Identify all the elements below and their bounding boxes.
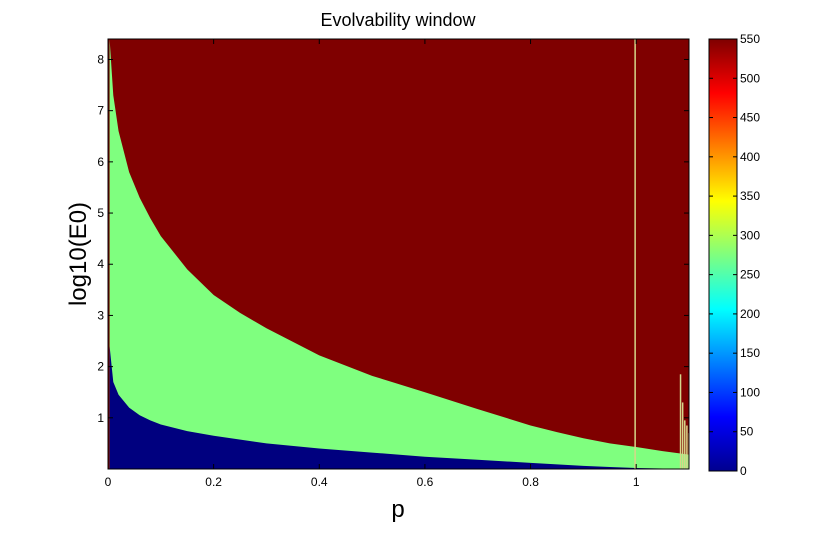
x-axis-label: p [391, 496, 404, 523]
x-tick-label: 1 [633, 475, 640, 489]
colorbar-tick-label: 0 [740, 464, 747, 478]
y-tick-label: 7 [97, 104, 104, 118]
colorbar-tick-label: 200 [740, 307, 760, 321]
plot-area [108, 39, 689, 469]
x-tick-label: 0.4 [311, 475, 328, 489]
region-level-0 [109, 346, 689, 469]
x-tick-label: 0.2 [205, 475, 222, 489]
y-tick-label: 4 [97, 257, 104, 271]
colorbar [708, 38, 738, 472]
colorbar-tick-label: 150 [740, 346, 760, 360]
colorbar-tick-label: 550 [740, 32, 760, 46]
y-tick-label: 8 [97, 52, 104, 66]
colorbar-tick-label: 400 [740, 150, 760, 164]
x-tick-label: 0 [105, 475, 112, 489]
x-axis: 0 0.2 0.4 0.6 0.8 1 [105, 39, 640, 489]
colorbar-scale [708, 38, 738, 472]
chart-title: Evolvability window [320, 10, 476, 30]
region-level-275 [109, 39, 689, 469]
x-tick-label: 0.6 [417, 475, 434, 489]
y-tick-label: 3 [97, 308, 104, 322]
colorbar-tick-label: 450 [740, 111, 760, 125]
plot-frame [107, 38, 690, 470]
y-axis: 1 2 3 4 5 6 7 8 [97, 52, 689, 425]
colorbar-tick-label: 50 [740, 425, 754, 439]
colorbar-tick-label: 250 [740, 268, 760, 282]
y-tick-label: 2 [97, 360, 104, 374]
colorbar-tick-label: 300 [740, 228, 760, 242]
colorbar-tick-label: 500 [740, 71, 760, 85]
colorbar-ticks: 0 50 100 150 200 250 300 350 400 450 500 550 [709, 32, 760, 478]
colorbar-tick-label: 100 [740, 385, 760, 399]
colorbar-tick-label: 350 [740, 189, 760, 203]
y-tick-label: 5 [97, 206, 104, 220]
y-tick-label: 6 [97, 155, 104, 169]
y-tick-label: 1 [97, 411, 104, 425]
x-tick-label: 0.8 [522, 475, 539, 489]
y-axis-label: log10(E0) [65, 202, 92, 306]
